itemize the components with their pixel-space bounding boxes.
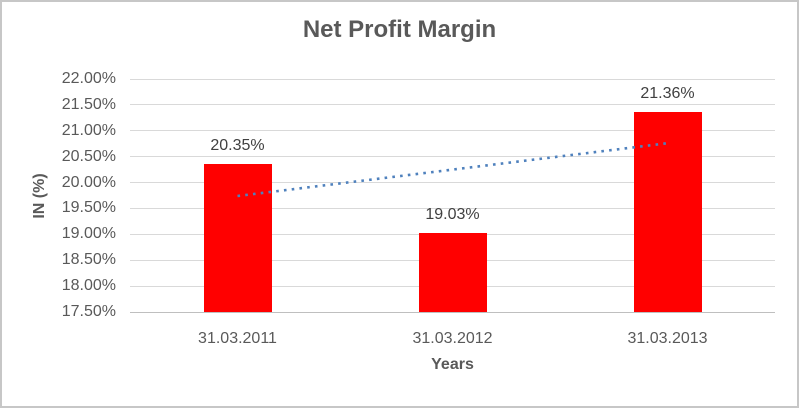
y-axis-tick-label: 17.50%: [61, 303, 116, 320]
bar-31.03.2012: [418, 232, 487, 312]
data-label: 19.03%: [425, 205, 480, 223]
data-label: 20.35%: [210, 137, 265, 155]
y-axis-tick-label: 21.50%: [61, 95, 116, 113]
bar-31.03.2013: [633, 112, 702, 312]
x-axis-category-label: 31.03.2011: [198, 330, 277, 347]
y-axis-tick-label: 19.50%: [61, 199, 116, 217]
gridline: [130, 156, 775, 158]
x-axis-category-label: 31.03.2013: [627, 330, 708, 347]
plot-area: [130, 78, 775, 313]
x-axis-category-label: 31.03.2012: [412, 330, 493, 347]
y-axis-tick-label: 18.50%: [61, 251, 116, 269]
gridline: [130, 130, 775, 132]
gridline: [130, 78, 775, 80]
gridline: [130, 311, 775, 313]
bar-31.03.2011: [203, 164, 272, 312]
y-axis-tick-label: 21.00%: [61, 121, 116, 139]
gridline: [130, 182, 775, 184]
x-axis-title: Years: [431, 356, 474, 373]
y-axis-tick-label: 19.00%: [61, 225, 116, 243]
y-axis-tick-label: 20.00%: [61, 173, 116, 191]
chart-title: Net Profit Margin: [302, 16, 497, 43]
gridline: [130, 207, 775, 209]
y-axis-tick-label: 22.00%: [61, 70, 116, 87]
y-axis-tick-label: 20.50%: [61, 147, 116, 165]
gridline: [130, 104, 775, 106]
trendline: [237, 141, 668, 198]
data-label: 21.36%: [640, 85, 695, 103]
y-axis-tick-label: 18.00%: [61, 277, 116, 295]
